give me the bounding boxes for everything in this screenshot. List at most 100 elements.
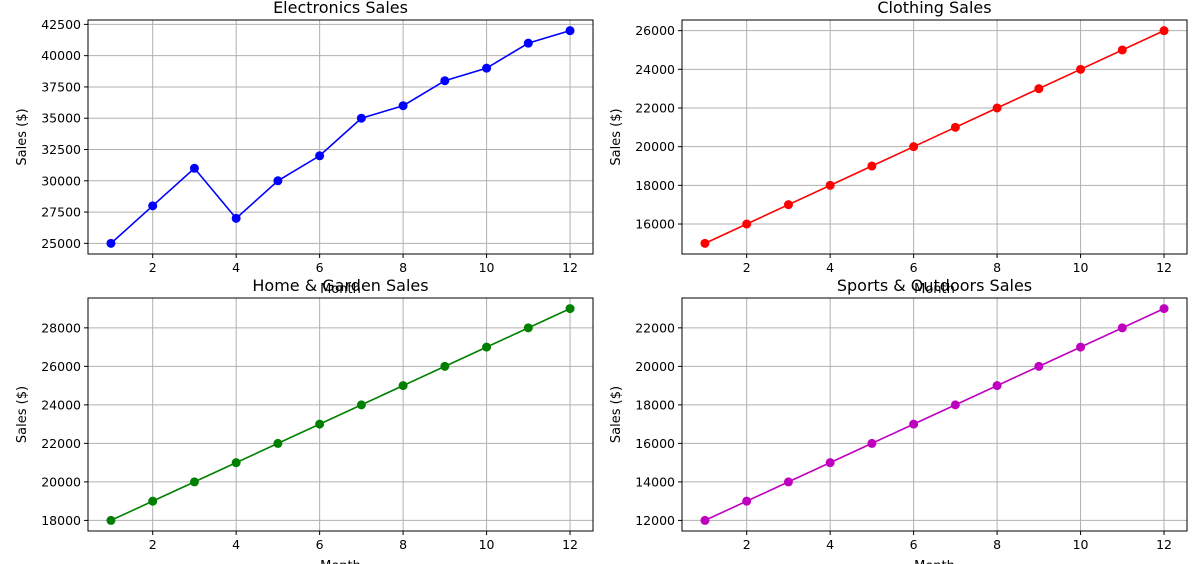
series-line: [110, 307, 571, 522]
y-axis-label: Sales ($): [15, 108, 30, 165]
x-tick-label: 2: [149, 537, 157, 552]
y-tick-label: 14000: [635, 474, 675, 489]
y-tick-label: 30000: [41, 173, 81, 188]
data-point: [273, 438, 283, 448]
data-point: [482, 63, 492, 73]
y-tick-label: 20000: [635, 359, 675, 374]
chart-panel-4: 2 4 6 8 10 12 12000 14000 16000 18000 20000 22000 Sa…: [609, 276, 1188, 564]
axes-frame: [87, 19, 594, 255]
x-tick-label: 12: [562, 260, 578, 275]
data-point: [742, 496, 752, 506]
x-tick-label: 10: [1073, 260, 1089, 275]
y-tick-label: 20000: [41, 474, 81, 489]
chart-title: Home & Garden Sales: [252, 276, 428, 295]
series-line: [110, 29, 571, 244]
data-point: [398, 381, 408, 391]
x-tick-label: 4: [826, 537, 834, 552]
data-point: [565, 304, 575, 314]
data-point: [1076, 342, 1086, 352]
data-point: [742, 219, 752, 229]
y-tick-label: 16000: [635, 217, 675, 232]
data-point: [231, 458, 241, 468]
y-tick-label: 24000: [41, 397, 81, 412]
y-tick-label: 26000: [635, 23, 675, 38]
data-point: [356, 113, 366, 123]
data-point: [950, 122, 960, 132]
axes-frame: [681, 297, 1188, 532]
data-point: [440, 76, 450, 86]
x-tick-label: 12: [562, 537, 578, 552]
data-point: [356, 400, 366, 410]
data-point: [700, 238, 710, 248]
data-point: [440, 361, 450, 371]
data-point: [783, 477, 793, 487]
x-axis-label: Month: [914, 559, 955, 564]
x-tick-label: 8: [993, 537, 1001, 552]
y-tick-label: 27500: [41, 205, 81, 220]
x-tick-label: 10: [479, 537, 495, 552]
y-tick-label: 26000: [41, 359, 81, 374]
x-tick-label: 10: [479, 260, 495, 275]
y-tick-label: 32500: [41, 142, 81, 157]
x-tick-label: 4: [232, 537, 240, 552]
chart-panel-2: 2 4 6 8 10 12 16000 18000 20000 22000 24000 26000 Sa…: [609, 0, 1188, 297]
y-tick-label: 18000: [41, 513, 81, 528]
data-point: [950, 400, 960, 410]
x-tick-label: 8: [399, 260, 407, 275]
data-point: [992, 103, 1002, 113]
x-tick-label: 6: [316, 537, 324, 552]
y-tick-label: 40000: [41, 48, 81, 63]
data-point: [482, 342, 492, 352]
data-point: [909, 142, 919, 152]
data-point: [148, 201, 158, 211]
x-axis-label: Month: [320, 559, 361, 564]
axes-frame: [681, 19, 1188, 255]
data-point: [273, 176, 283, 186]
y-tick-label: 18000: [635, 178, 675, 193]
x-tick-label: 8: [993, 260, 1001, 275]
chart-title: Clothing Sales: [877, 0, 991, 17]
x-tick-label: 6: [316, 260, 324, 275]
y-tick-label: 24000: [635, 62, 675, 77]
y-tick-label: 12000: [635, 513, 675, 528]
x-tick-label: 10: [1073, 537, 1089, 552]
data-point: [315, 419, 325, 429]
x-tick-label: 4: [232, 260, 240, 275]
x-tick-label: 12: [1156, 537, 1172, 552]
data-point: [1159, 304, 1169, 314]
x-axis-label: Month: [320, 282, 361, 297]
data-point: [783, 200, 793, 210]
data-point: [1117, 45, 1127, 55]
data-point: [867, 438, 877, 448]
data-point: [398, 101, 408, 111]
data-point: [1034, 361, 1044, 371]
y-tick-label: 20000: [635, 139, 675, 154]
data-point: [106, 238, 116, 248]
y-tick-label: 35000: [41, 111, 81, 126]
data-point: [909, 419, 919, 429]
data-point: [189, 477, 199, 487]
data-point: [992, 381, 1002, 391]
x-tick-label: 6: [910, 260, 918, 275]
y-axis-label: Sales ($): [609, 386, 624, 443]
data-point: [106, 515, 116, 525]
data-point: [231, 213, 241, 223]
x-tick-label: 2: [743, 260, 751, 275]
y-tick-label: 22000: [41, 436, 81, 451]
x-axis-label: Month: [914, 282, 955, 297]
data-point: [825, 180, 835, 190]
y-axis-label: Sales ($): [15, 386, 30, 443]
chart-panel-3: 2 4 6 8 10 12 18000 20000 22000 24000 26000 28000 Sa…: [15, 276, 594, 564]
y-tick-label: 22000: [635, 320, 675, 335]
data-point: [148, 496, 158, 506]
x-tick-label: 8: [399, 537, 407, 552]
x-tick-label: 2: [743, 537, 751, 552]
data-point: [189, 163, 199, 173]
data-point: [523, 38, 533, 48]
x-tick-label: 4: [826, 260, 834, 275]
data-point: [565, 26, 575, 36]
chart-title: Sports & Outdoors Sales: [837, 276, 1032, 295]
data-point: [825, 458, 835, 468]
axes-frame: [87, 297, 594, 532]
y-tick-label: 37500: [41, 79, 81, 94]
